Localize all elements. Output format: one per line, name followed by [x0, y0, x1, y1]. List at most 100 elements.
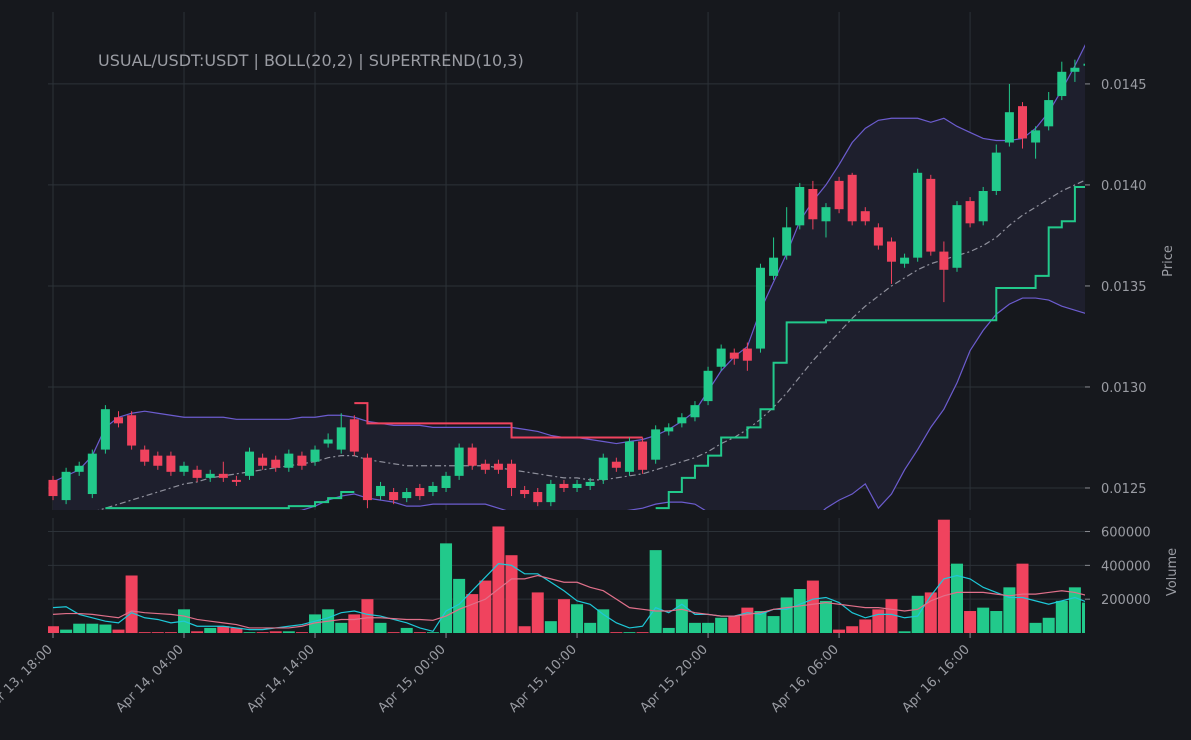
candle-body — [218, 473, 228, 478]
volume-bar — [688, 622, 701, 633]
band-fill — [53, 45, 1085, 510]
candle-body — [559, 483, 569, 488]
candle-body — [1031, 130, 1041, 143]
candle-body — [782, 227, 792, 256]
candle-body — [127, 415, 137, 446]
candle-body — [939, 251, 949, 270]
candle-body — [520, 489, 530, 495]
volume-bar — [964, 611, 977, 633]
candle-body — [755, 267, 765, 349]
volume-bar — [885, 599, 898, 633]
candle-body — [742, 348, 752, 361]
volume-bar — [453, 578, 466, 633]
volume-bar — [86, 623, 99, 633]
volume-bar — [440, 543, 453, 633]
volume-bar — [282, 631, 295, 633]
indicator-line — [97, 179, 1085, 510]
volume-bar — [1003, 587, 1016, 633]
volume-bar — [859, 619, 872, 633]
candle-body — [546, 483, 556, 503]
y-tick-label: 0.0135 — [1101, 280, 1147, 295]
indicator-line — [299, 297, 1085, 510]
volume-bar — [151, 632, 164, 633]
candle-body — [808, 188, 818, 220]
volume-bar — [505, 555, 518, 633]
y-tick-label: 0.0140 — [1101, 179, 1147, 194]
candle-body — [454, 447, 464, 476]
candle-body — [87, 453, 97, 495]
candle-body — [572, 483, 582, 488]
candle-body — [1057, 71, 1067, 97]
candle-body — [664, 427, 674, 432]
volume-bar — [833, 629, 846, 633]
volume-panel — [48, 519, 1085, 633]
candle-body — [362, 457, 372, 501]
x-tick-label: Apr 15, 00:00 — [375, 642, 448, 715]
chart-title: USUAL/USDT:USDT | BOLL(20,2) | SUPERTREN… — [98, 51, 524, 70]
candle-body — [179, 465, 189, 472]
volume-bar — [610, 632, 623, 633]
candle-body — [297, 455, 307, 466]
volume-bar — [400, 627, 413, 633]
candle-body — [192, 469, 202, 478]
volume-bar — [164, 632, 177, 633]
volume-bar — [819, 600, 832, 633]
volume-bar — [649, 550, 662, 633]
candle-body — [100, 409, 110, 450]
volume-bar — [872, 609, 885, 633]
candle-body — [323, 439, 333, 444]
volume-bar — [741, 607, 754, 633]
y-tick-label: 400000 — [1101, 559, 1151, 574]
candle-body — [245, 451, 255, 476]
candle-body — [795, 186, 805, 226]
y-tick-label: 200000 — [1101, 593, 1151, 608]
candle-body — [703, 370, 713, 402]
volume-bar — [597, 609, 610, 633]
candle-body — [598, 457, 608, 480]
candle-body — [336, 427, 346, 450]
volume-bar — [623, 632, 636, 633]
volume-bar — [1082, 602, 1085, 633]
candle-body — [140, 449, 150, 462]
candle-body — [310, 449, 320, 462]
volume-bar — [636, 632, 649, 633]
x-tick-label: Apr 16, 16:00 — [899, 642, 972, 715]
candle-body — [690, 405, 700, 418]
candle-body — [611, 461, 621, 468]
volume-bar — [230, 627, 243, 633]
volume-bar — [728, 616, 741, 633]
candle-body — [467, 447, 477, 466]
x-tick-label: Apr 14, 14:00 — [244, 642, 317, 715]
candle-body — [900, 257, 910, 264]
candle-body — [507, 463, 517, 488]
x-tick-label: Apr 13, 18:00 — [0, 642, 56, 715]
candle-body — [533, 492, 543, 503]
candle-body — [978, 190, 988, 222]
volume-bar — [1055, 600, 1068, 633]
y-tick-label: 600000 — [1101, 526, 1151, 541]
volume-bar — [544, 621, 557, 633]
volume-bar — [243, 632, 256, 633]
volume-bar — [204, 627, 217, 633]
candle-body — [716, 348, 726, 367]
volume-bar — [557, 599, 570, 633]
candle-body — [952, 205, 962, 268]
volume-bar — [924, 592, 937, 633]
volume-bar — [531, 592, 544, 633]
candle-body — [61, 471, 71, 501]
volume-bar — [492, 526, 505, 633]
volume-bar — [675, 599, 688, 633]
volume-bar — [479, 580, 492, 633]
volume-bar — [662, 627, 675, 633]
volume-bar — [806, 580, 819, 633]
candle-body — [114, 417, 124, 424]
volume-bar — [1016, 563, 1029, 633]
supertrend-line — [105, 185, 1085, 510]
volume-bar — [426, 632, 439, 633]
volume-bar — [950, 563, 963, 633]
candle-body — [965, 201, 975, 224]
volume-bar — [1042, 617, 1055, 633]
volume-bar — [898, 631, 911, 633]
candle-body — [389, 492, 399, 501]
